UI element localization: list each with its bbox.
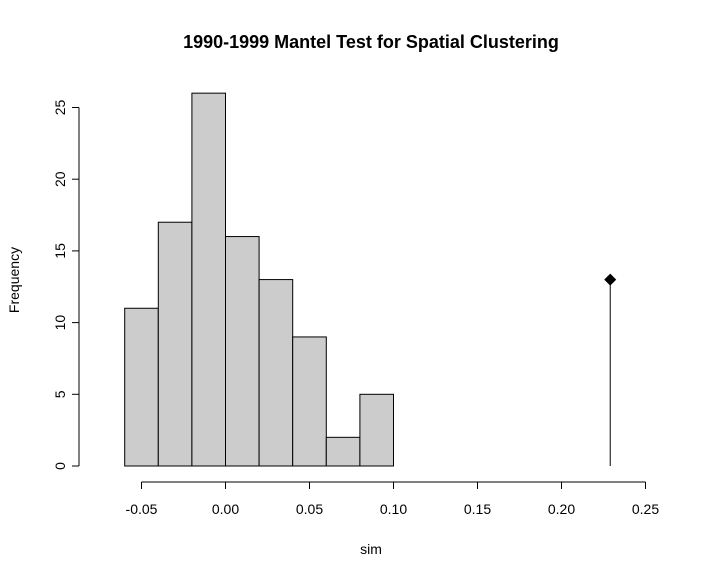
x-tick-label-4: 0.15	[464, 501, 491, 517]
y-axis-label: Frequency	[6, 247, 22, 313]
histogram-bar-4	[258, 279, 294, 467]
chart-title: 1990-1999 Mantel Test for Spatial Cluste…	[183, 32, 559, 52]
histogram-bar-2	[191, 92, 226, 467]
histogram-bar-3	[225, 236, 260, 467]
histogram-bars	[124, 92, 394, 467]
x-tick-label-0: -0.05	[126, 501, 158, 517]
histogram-bar-7	[359, 393, 394, 467]
y-tick-label-5: 25	[52, 100, 68, 116]
x-axis: -0.05 0.00 0.05 0.10 0.15 0.20 0.25	[126, 481, 659, 517]
x-tick-label-5: 0.20	[548, 501, 575, 517]
y-tick-label-1: 5	[52, 390, 68, 398]
y-tick-label-3: 15	[52, 243, 68, 259]
histogram-bar-1	[157, 221, 193, 467]
x-tick-label-1: 0.00	[212, 501, 239, 517]
y-tick-label-4: 20	[52, 171, 68, 187]
histogram-bar-6	[325, 436, 361, 467]
y-tick-label-0: 0	[52, 462, 68, 470]
y-axis: 0 5 10 15 20 25	[52, 100, 80, 470]
histogram-bar-5	[292, 336, 327, 467]
x-tick-label-6: 0.25	[632, 501, 659, 517]
observed-marker	[604, 273, 617, 286]
x-tick-label-3: 0.10	[380, 501, 407, 517]
x-axis-label: sim	[360, 541, 382, 557]
histogram-bar-0	[124, 307, 159, 467]
y-tick-label-2: 10	[52, 315, 68, 331]
x-tick-label-2: 0.05	[296, 501, 323, 517]
observed-statistic	[604, 273, 617, 466]
